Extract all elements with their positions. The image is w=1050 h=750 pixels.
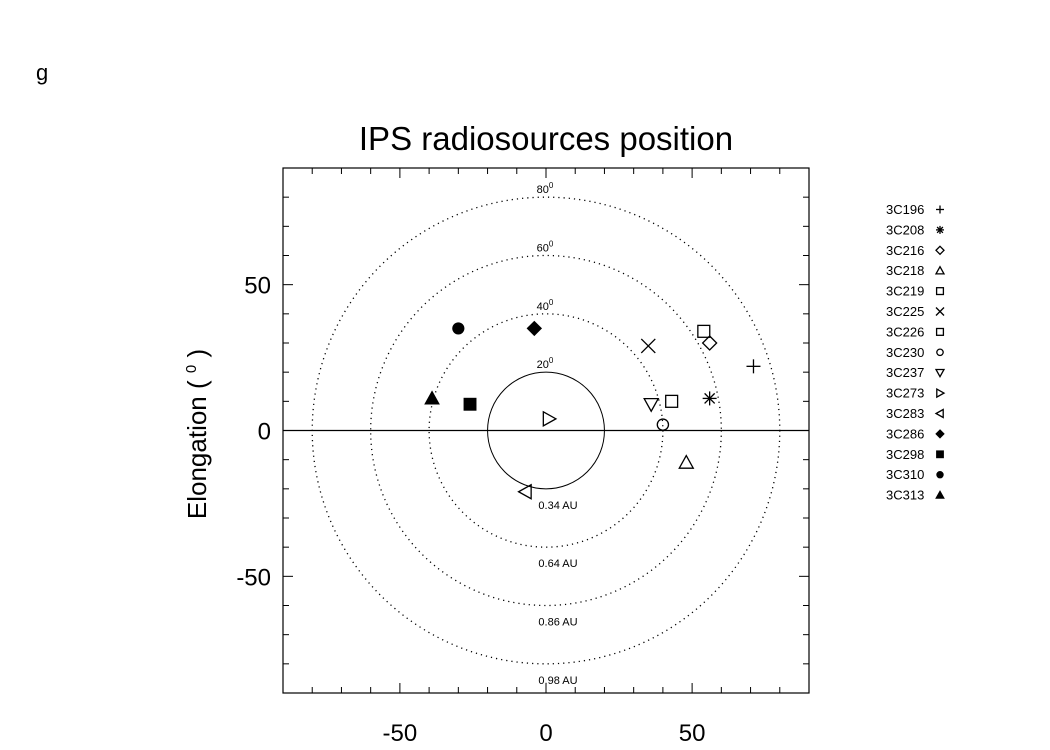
y-axis-degree: 0 <box>183 365 200 373</box>
legend-marker <box>936 471 944 479</box>
legend-marker <box>934 368 946 379</box>
legend-label: 3C286 <box>886 426 924 441</box>
ring-distance-label: 0.34 AU <box>538 500 577 512</box>
legend: 3C196 3C208 3C216 3C218 3C219 3C225 3C226 3C230… <box>886 202 946 503</box>
point-3C230 <box>656 418 670 431</box>
legend-marker <box>935 490 945 499</box>
legend-label: 3C298 <box>886 447 924 462</box>
legend-label: 3C218 <box>886 263 924 278</box>
legend-marker <box>935 245 945 256</box>
ring-angle-sup: 0 <box>549 181 554 190</box>
legend-marker <box>934 408 944 419</box>
point-3C196 <box>746 359 761 374</box>
ring-angle-sup: 0 <box>549 298 554 307</box>
y-tick-label: -50 <box>236 564 271 591</box>
data-points <box>424 320 761 500</box>
point-3C226 <box>697 324 711 338</box>
x-tick-label: 50 <box>679 720 706 747</box>
x-tick-label: 0 <box>539 720 552 747</box>
legend-marker <box>935 287 945 296</box>
legend-marker <box>934 265 946 275</box>
point-3C225 <box>640 338 656 354</box>
ring-distance-label: 0.86 AU <box>538 617 577 629</box>
ring-labels: 200 0.34 AU 400 0.64 AU 600 0.86 AU 800 0.98 AU <box>537 181 578 687</box>
legend-label: 3C310 <box>886 467 924 482</box>
legend-label: 3C219 <box>886 284 924 299</box>
ring-angle-label: 800 <box>537 181 554 196</box>
legend-marker <box>936 205 944 214</box>
legend-label: 3C216 <box>886 243 924 258</box>
ring-angle-label: 600 <box>537 240 554 255</box>
legend-label: 3C273 <box>886 386 924 401</box>
ring-angle-label: 400 <box>537 298 554 313</box>
point-3C286 <box>526 320 543 337</box>
legend-label: 3C313 <box>886 488 924 503</box>
point-3C313 <box>424 390 440 405</box>
chart-title: IPS radiosources position <box>359 120 733 157</box>
legend-label: 3C196 <box>886 202 924 217</box>
y-axis-label: Elongation ( 0 ) <box>182 349 212 519</box>
legend-marker <box>936 387 946 399</box>
point-3C208 <box>702 391 717 406</box>
ring-distance-label: 0.64 AU <box>538 558 577 570</box>
point-3C298 <box>463 397 477 411</box>
point-3C310 <box>452 322 465 335</box>
panel-label: g <box>36 60 48 85</box>
x-tick-label: -50 <box>383 720 418 747</box>
legend-label: 3C208 <box>886 222 924 237</box>
legend-label: 3C283 <box>886 406 924 421</box>
legend-label: 3C230 <box>886 345 924 360</box>
point-3C218 <box>678 454 695 469</box>
legend-marker <box>936 450 944 459</box>
ring-angle-sup: 0 <box>549 240 554 249</box>
point-3C216 <box>701 335 718 351</box>
tick-labels: -50 0 50 -50 0 50 <box>236 273 705 747</box>
ring-angle-sup: 0 <box>549 356 554 365</box>
point-3C219 <box>665 394 679 408</box>
legend-label: 3C226 <box>886 324 924 339</box>
legend-label: 3C225 <box>886 304 924 319</box>
y-tick-label: 0 <box>258 419 271 446</box>
minor-ticks <box>283 168 809 693</box>
legend-marker <box>935 327 945 336</box>
ring-distance-label: 0.98 AU <box>538 675 577 687</box>
legend-marker <box>935 307 945 316</box>
point-3C273 <box>542 410 558 427</box>
legend-marker <box>935 429 945 439</box>
y-tick-label: 50 <box>244 273 271 300</box>
y-axis-label-text: Elongation <box>182 396 212 519</box>
legend-label: 3C237 <box>886 365 924 380</box>
ring-angle-label: 200 <box>537 356 554 371</box>
point-3C283 <box>517 483 532 500</box>
point-3C237 <box>643 397 660 413</box>
legend-marker <box>936 225 944 234</box>
legend-marker <box>936 348 944 357</box>
